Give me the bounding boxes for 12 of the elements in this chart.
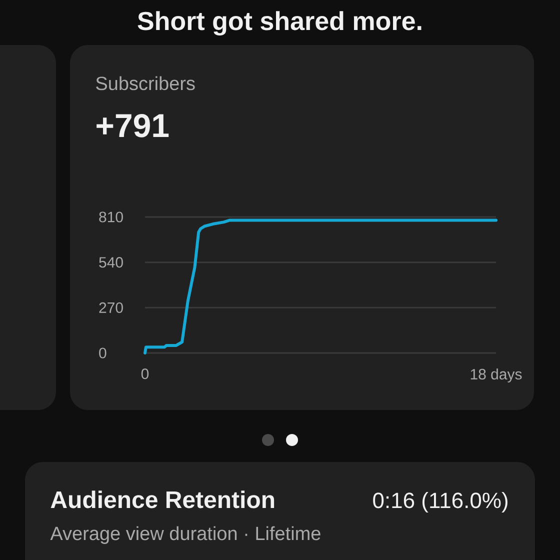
y-tick-label: 540 bbox=[99, 257, 123, 268]
y-tick-label: 810 bbox=[99, 212, 123, 222]
line-series bbox=[144, 218, 498, 354]
x-tick-label: 18 days bbox=[470, 368, 522, 382]
chart-subtitle: +791 bbox=[96, 114, 169, 138]
y-tick-label: 270 bbox=[99, 302, 123, 313]
text: Short got shared more. bbox=[138, 11, 422, 36]
text: 0:16 (116.0%) bbox=[373, 492, 508, 513]
chart-title: Subscribers bbox=[96, 76, 195, 90]
text: Average view duration · Lifetime bbox=[50, 526, 320, 544]
y-tick-label: 0 bbox=[99, 348, 106, 358]
text: Audience Retention bbox=[50, 490, 274, 508]
